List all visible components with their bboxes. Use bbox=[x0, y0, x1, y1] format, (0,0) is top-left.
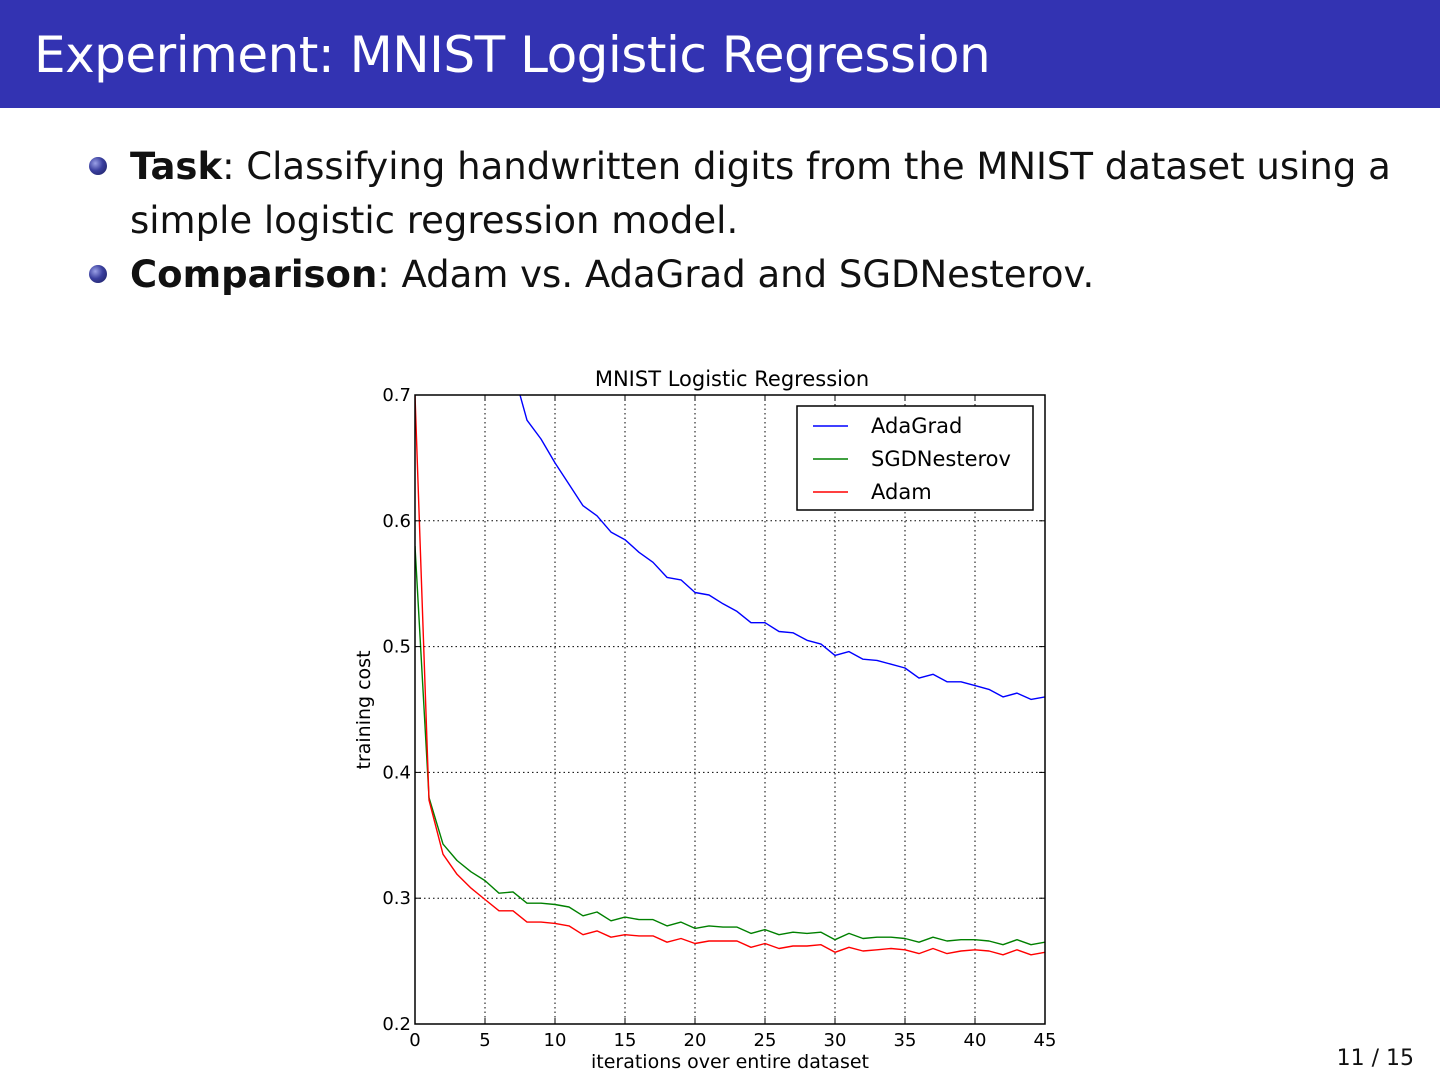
series-line-adagrad bbox=[519, 395, 1045, 701]
x-tick-label: 20 bbox=[684, 1030, 707, 1051]
x-tick-label: 5 bbox=[479, 1030, 490, 1051]
axis-ticks: 0 5 10 15 20 25 30 35 40 45 0.2 0.3 0.4 0.5 0.6 0.7 bbox=[382, 385, 1056, 1051]
series-lines bbox=[415, 395, 1045, 956]
y-tick-label: 0.6 bbox=[382, 511, 411, 532]
plot-frame bbox=[414, 394, 1046, 1025]
bullet-dot-icon bbox=[89, 157, 107, 175]
x-tick-label: 40 bbox=[964, 1030, 987, 1051]
bullet-heading: Task bbox=[130, 145, 223, 188]
legend: AdaGrad SGDNesterov Adam bbox=[796, 405, 1034, 511]
x-tick-label: 25 bbox=[754, 1030, 777, 1051]
line-chart: MNIST Logistic Regression 0 5 10 15 20 25 30 35… bbox=[353, 367, 1056, 1073]
chart-container: MNIST Logistic Regression 0 5 10 15 20 25 30 35… bbox=[340, 360, 1080, 1084]
bullet-dot-icon bbox=[89, 265, 107, 283]
y-tick-label: 0.5 bbox=[382, 637, 411, 658]
x-axis-label: iterations over entire dataset bbox=[591, 1051, 869, 1073]
legend-label-sgdnesterov: SGDNesterov bbox=[871, 447, 1011, 471]
x-tick-label: 10 bbox=[544, 1030, 567, 1051]
bullet-item-task: Task: Classifying handwritten digits fro… bbox=[86, 140, 1406, 248]
x-tick-label: 35 bbox=[894, 1030, 917, 1051]
y-tick-label: 0.4 bbox=[382, 762, 411, 783]
series-line-sgdnesterov bbox=[415, 545, 1045, 946]
y-tick-label: 0.7 bbox=[382, 385, 411, 406]
chart-title: MNIST Logistic Regression bbox=[595, 367, 869, 391]
y-axis-label: training cost bbox=[353, 650, 375, 769]
slide-header: Experiment: MNIST Logistic Regression bbox=[0, 0, 1440, 108]
y-tick-label: 0.2 bbox=[382, 1014, 411, 1035]
bullet-list: Task: Classifying handwritten digits fro… bbox=[86, 140, 1406, 302]
page-number: 11 / 15 bbox=[1336, 1046, 1414, 1071]
slide-title: Experiment: MNIST Logistic Regression bbox=[34, 26, 991, 84]
x-tick-label: 0 bbox=[409, 1030, 420, 1051]
legend-label-adam: Adam bbox=[871, 480, 932, 504]
bullet-item-comparison: Comparison: Adam vs. AdaGrad and SGDNest… bbox=[86, 248, 1406, 302]
legend-label-adagrad: AdaGrad bbox=[871, 414, 962, 438]
x-tick-label: 30 bbox=[824, 1030, 847, 1051]
bullet-heading: Comparison bbox=[130, 253, 378, 296]
x-tick-label: 45 bbox=[1034, 1030, 1057, 1051]
bullet-text: : Classifying handwritten digits from th… bbox=[130, 145, 1391, 242]
bullet-text: : Adam vs. AdaGrad and SGDNesterov. bbox=[377, 253, 1095, 296]
x-tick-label: 15 bbox=[614, 1030, 637, 1051]
y-tick-label: 0.3 bbox=[382, 888, 411, 909]
series-line-adam bbox=[415, 395, 1045, 956]
